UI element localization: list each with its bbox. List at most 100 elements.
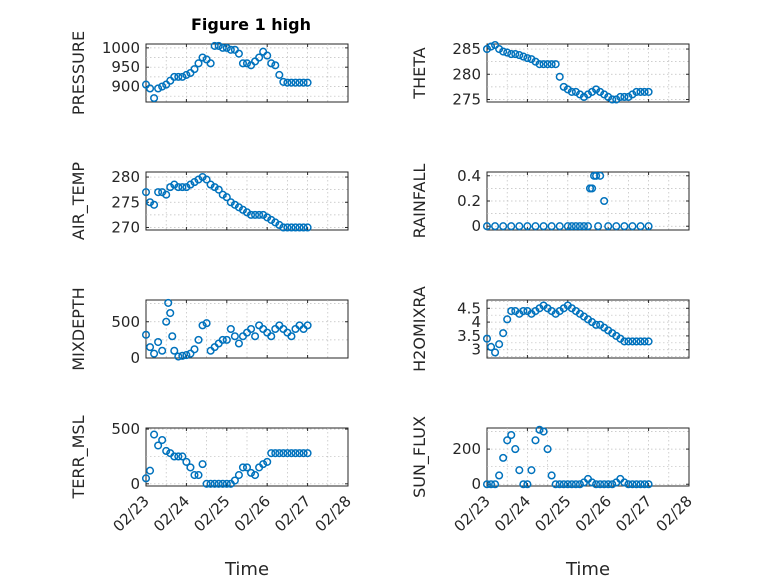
data-point <box>567 480 576 489</box>
y-tick-label: 500 <box>111 313 140 331</box>
data-point <box>547 222 556 231</box>
data-point <box>206 479 215 488</box>
data-point <box>515 51 524 60</box>
y-tick-label: 275 <box>111 193 140 211</box>
data-point <box>531 222 540 231</box>
y-tick-label: 1000 <box>102 39 140 57</box>
y-tick-label: 4 <box>471 313 481 331</box>
x-tick-label: 02/24 <box>150 492 193 535</box>
y-axis-label: H2OMIXRA <box>410 286 429 372</box>
data-point <box>567 222 576 231</box>
data-point <box>174 452 183 461</box>
panel-rainfall: 0 0.2 0.4 RAINFALL <box>410 164 690 238</box>
data-point <box>230 332 239 341</box>
data-point <box>563 222 572 231</box>
data-point <box>499 222 508 231</box>
data-point <box>628 480 637 489</box>
data-point <box>222 193 231 202</box>
data-point <box>283 223 292 232</box>
data-point <box>596 480 605 489</box>
data-point <box>255 53 264 62</box>
data-point <box>279 449 288 458</box>
data-point <box>202 175 211 184</box>
x-tick-label: 02/25 <box>531 492 574 535</box>
y-axis-label: SUN_FLUX <box>410 416 430 498</box>
data-point <box>178 351 187 360</box>
y-tick-label: 280 <box>111 168 140 186</box>
data-point <box>158 435 167 445</box>
data-point <box>299 223 308 232</box>
data-point <box>575 222 584 231</box>
data-point <box>267 449 276 458</box>
data-point <box>141 330 151 339</box>
data-point <box>604 222 613 231</box>
data-point <box>178 183 187 192</box>
data-point <box>295 78 304 87</box>
data-point <box>182 351 191 360</box>
x-tick-label: 02/23 <box>110 492 153 535</box>
data-point <box>559 480 568 489</box>
x-tick-label: 02/27 <box>612 492 655 535</box>
data-point <box>291 223 300 232</box>
data-point <box>174 72 183 81</box>
data-point <box>218 479 227 488</box>
data-point <box>632 87 641 96</box>
data-point <box>563 480 572 489</box>
data-point <box>551 60 560 69</box>
data-point <box>299 78 308 87</box>
data-point <box>295 449 304 458</box>
data-point <box>174 183 183 192</box>
data-point <box>547 471 556 480</box>
data-point <box>596 171 605 180</box>
data-point <box>499 47 508 56</box>
y-tick-label: 270 <box>111 218 140 236</box>
data-point <box>145 84 155 93</box>
data-point <box>162 317 171 326</box>
panel-theta: 275 280 285 THETA <box>410 40 690 108</box>
data-point <box>202 319 211 328</box>
x-tick-label: 02/25 <box>190 492 233 535</box>
data-point <box>499 329 508 338</box>
data-point <box>491 222 500 231</box>
y-tick-label: 900 <box>111 78 140 96</box>
data-point <box>291 449 300 458</box>
data-point <box>587 184 597 193</box>
data-point <box>150 349 159 358</box>
data-point <box>523 480 532 489</box>
data-point <box>555 72 564 81</box>
y-tick-label: 3.5 <box>457 327 481 345</box>
data-point <box>644 222 653 231</box>
data-point <box>198 460 207 469</box>
data-point <box>141 188 151 197</box>
data-point <box>238 463 248 472</box>
data-point <box>303 223 312 232</box>
y-axis-label: AIR_TEMP <box>69 162 89 240</box>
panel-mixdepth: 0 500 MIXDEPTH <box>69 287 349 371</box>
data-point <box>279 223 288 232</box>
data-point <box>267 332 276 341</box>
y-axis-label: THETA <box>410 47 429 99</box>
data-point <box>170 72 179 81</box>
data-point <box>511 445 520 454</box>
data-point <box>267 59 276 68</box>
data-point <box>190 65 199 74</box>
y-tick-label: 285 <box>452 40 481 58</box>
panel-h2omixra: 33.544.5 H2OMIXRA <box>410 286 690 372</box>
data-point <box>202 479 211 488</box>
data-point <box>166 309 175 318</box>
data-point <box>242 463 252 472</box>
data-point <box>150 200 159 209</box>
data-point <box>303 449 312 458</box>
panel-sun-flux: 0 200 SUN_FLUX 02/2302/2402/2502/2602/2702/… <box>410 416 696 580</box>
data-point <box>594 222 603 231</box>
x-tick-label: 02/28 <box>312 492 355 535</box>
y-tick-label: 0 <box>471 475 481 493</box>
y-tick-label: 0 <box>471 217 481 235</box>
data-point <box>279 77 288 86</box>
data-point <box>198 321 207 330</box>
data-point <box>555 480 564 489</box>
data-point <box>303 78 312 87</box>
y-axis-label: MIXDEPTH <box>69 287 88 370</box>
data-point <box>507 430 516 440</box>
